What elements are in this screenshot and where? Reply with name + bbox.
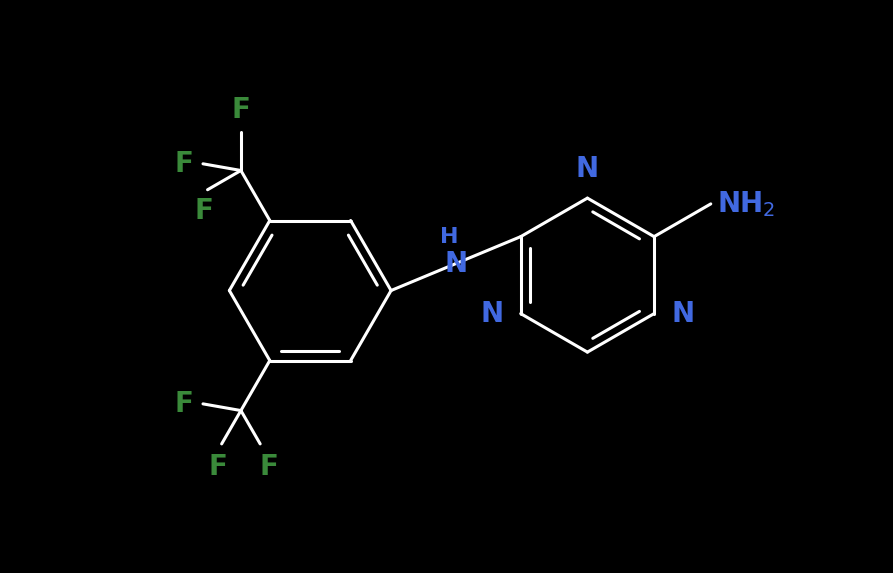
Text: N: N [671, 300, 694, 328]
Text: F: F [195, 198, 213, 225]
Text: F: F [231, 96, 250, 124]
Text: N: N [480, 300, 504, 328]
Text: N: N [445, 250, 467, 277]
Text: F: F [175, 150, 194, 178]
Text: N: N [576, 155, 599, 183]
Text: F: F [260, 453, 279, 481]
Text: F: F [208, 453, 227, 481]
Text: F: F [175, 390, 194, 418]
Text: H: H [440, 227, 459, 246]
Text: NH$_2$: NH$_2$ [717, 189, 775, 219]
